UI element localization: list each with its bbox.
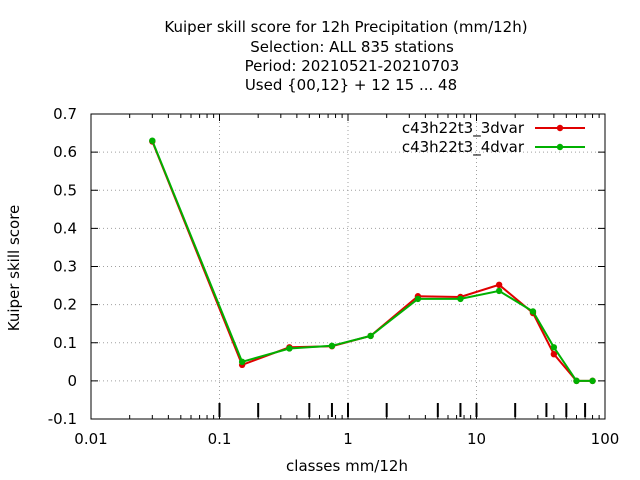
series-2-point (573, 377, 580, 385)
series-2-point (238, 358, 246, 366)
title-line-1: Kuiper skill score for 12h Precipitation… (164, 18, 527, 36)
title-line-3: Period: 20210521-20210703 (245, 57, 460, 75)
x-tick-label: 1 (343, 430, 353, 448)
y-tick-label: 0.3 (53, 258, 77, 276)
y-tick-label: 0.5 (53, 181, 77, 199)
series-2-point (457, 295, 464, 303)
y-tick-label: 0.4 (53, 219, 77, 237)
x-tick-label: 100 (591, 430, 620, 448)
legend-label-2: c43h22t3_4dvar (402, 138, 525, 157)
x-tick-label: 10 (467, 430, 486, 448)
y-tick-label: -0.1 (48, 410, 77, 428)
series-2-point (495, 287, 503, 295)
series-2-point (414, 295, 422, 303)
series-2-point (589, 377, 596, 385)
series-2-point (286, 345, 293, 352)
axes: -0.1 0 0.1 0.2 0.3 0.4 0.5 0.6 0.7 0.01 0.1 1 10 100 (48, 105, 620, 448)
legend-label-1: c43h22t3_3dvar (402, 119, 525, 138)
title-line-2: Selection: ALL 835 stations (250, 38, 454, 56)
series-2-point (328, 342, 336, 349)
title-line-4: Used {00,12} + 12 15 ... 48 (245, 76, 457, 94)
y-tick-label: 0.2 (53, 296, 77, 314)
x-tick-label: 0.01 (74, 430, 107, 448)
series-2-point (550, 344, 558, 351)
series-2-point (367, 332, 374, 340)
series-1-point (550, 350, 558, 358)
series-2-point (149, 137, 156, 144)
series-1-point (495, 281, 503, 288)
series-line-1 (151, 141, 593, 382)
grid (91, 114, 605, 419)
y-tick-label: 0.6 (53, 143, 77, 161)
y-tick-label: 0 (67, 372, 77, 390)
y-tick-label: 0.7 (53, 105, 77, 123)
legend-marker-1 (556, 124, 564, 132)
x-tick-label: 0.1 (208, 430, 232, 448)
series-layer (149, 137, 596, 385)
chart-title: Kuiper skill score for 12h Precipitation… (164, 18, 527, 94)
series-2-point (529, 308, 537, 315)
y-tick-label: 0.1 (53, 334, 77, 352)
legend-marker-2 (556, 143, 564, 151)
y-axis-label: Kuiper skill score (5, 205, 23, 332)
series-line-2 (151, 140, 593, 382)
x-axis-label: classes mm/12h (286, 457, 408, 475)
